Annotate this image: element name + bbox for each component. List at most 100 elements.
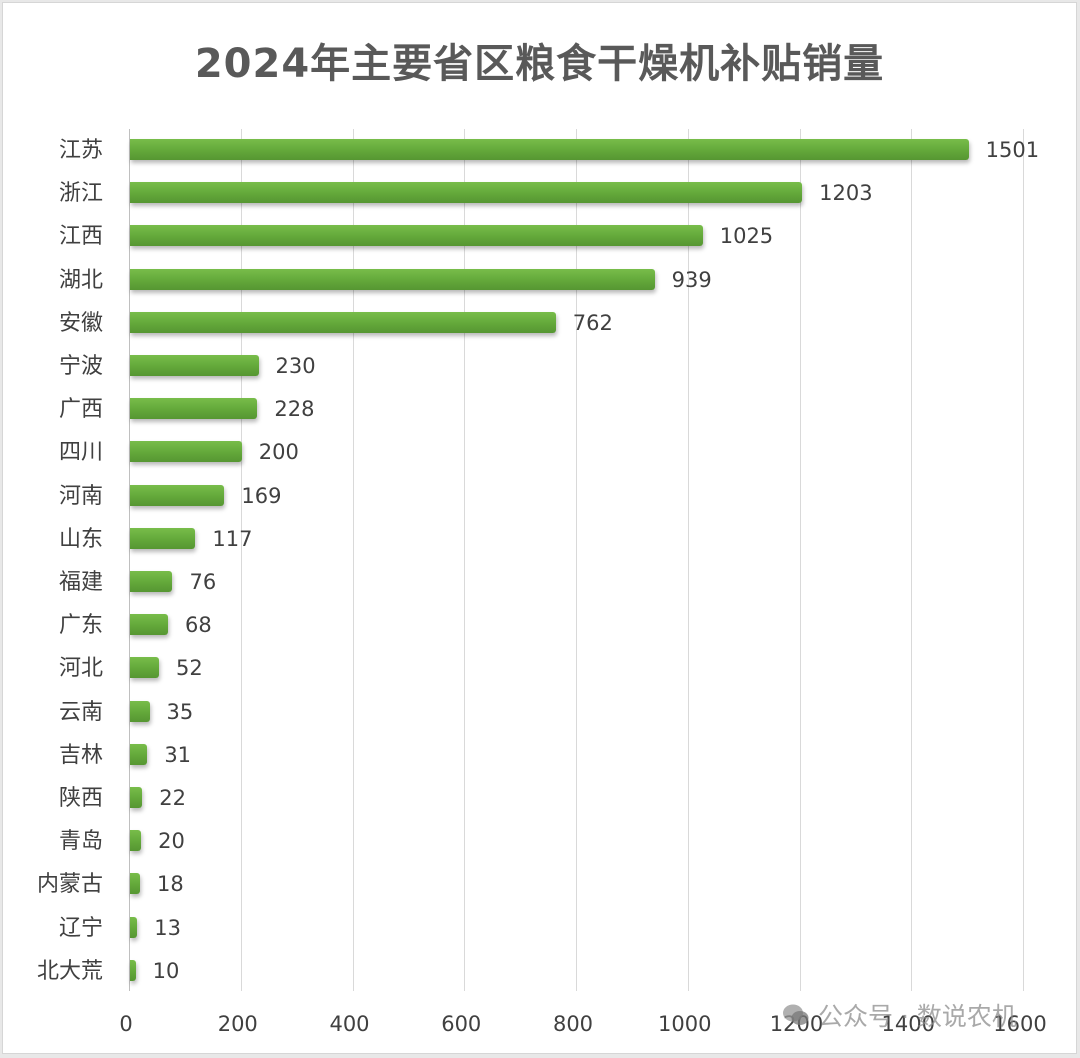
bar-row: 河北 52 xyxy=(59,647,1023,690)
bar-row: 浙江 1203 xyxy=(59,172,1023,215)
bar xyxy=(130,311,556,333)
gridline xyxy=(1023,129,1024,991)
x-tick-label: 1000 xyxy=(658,1012,712,1036)
bar-row: 吉林 31 xyxy=(59,734,1023,777)
data-label: 68 xyxy=(184,613,212,638)
bar-row: 安徽 762 xyxy=(59,302,1023,345)
x-tick-label: 400 xyxy=(329,1012,370,1036)
x-tick-label: 600 xyxy=(441,1012,482,1036)
x-tick-label: 0 xyxy=(119,1012,133,1036)
data-label: 52 xyxy=(176,656,203,681)
gridline xyxy=(129,129,130,991)
bar xyxy=(130,830,142,852)
bar-row: 河南 169 xyxy=(59,475,1023,518)
data-label: 200 xyxy=(258,440,299,465)
bar xyxy=(130,700,150,722)
category-label: 河南 xyxy=(58,483,103,509)
bar xyxy=(130,484,225,506)
bar xyxy=(130,441,242,463)
bar-row: 北大荒 10 xyxy=(37,950,1023,993)
data-label: 76 xyxy=(189,570,217,594)
category-label: 湖北 xyxy=(58,267,103,293)
data-label: 31 xyxy=(164,742,192,767)
category-label: 北大荒 xyxy=(36,958,103,984)
category-label: 安徽 xyxy=(58,310,103,336)
bar-row: 四川 200 xyxy=(59,431,1023,474)
bar xyxy=(130,527,196,549)
bar-row: 山东 117 xyxy=(59,518,1023,561)
wechat-icon xyxy=(782,1003,810,1027)
bar xyxy=(130,743,148,765)
bar xyxy=(130,355,259,376)
category-label: 内蒙古 xyxy=(36,872,103,898)
data-label: 35 xyxy=(166,699,194,724)
category-label: 宁波 xyxy=(58,354,103,379)
gridline xyxy=(799,129,801,991)
bar-row: 内蒙古 18 xyxy=(37,863,1023,906)
data-label: 230 xyxy=(275,354,316,378)
category-label: 四川 xyxy=(58,440,103,466)
category-label: 江苏 xyxy=(58,138,103,163)
category-label: 江西 xyxy=(58,224,103,250)
bar xyxy=(130,398,258,420)
bar xyxy=(130,873,141,895)
bar xyxy=(130,139,969,160)
gridline xyxy=(576,129,577,991)
category-label: 河北 xyxy=(58,656,103,682)
chart-title: 2024年主要省区粮食干燥机补贴销量 xyxy=(194,41,885,87)
gridline xyxy=(240,129,242,991)
gridline xyxy=(911,129,913,991)
bar xyxy=(130,225,703,247)
bar-row: 辽宁 13 xyxy=(59,907,1023,950)
bar-row: 广东 68 xyxy=(59,604,1023,647)
gridline xyxy=(687,129,689,991)
bar xyxy=(130,657,160,679)
category-label: 广西 xyxy=(58,397,103,423)
bar xyxy=(130,614,168,636)
watermark-text: 公众号 · 数说农机 xyxy=(818,1002,1017,1031)
bar-row: 江西 1025 xyxy=(59,215,1023,258)
data-label: 22 xyxy=(159,786,187,810)
data-label: 10 xyxy=(152,958,180,983)
data-label: 1203 xyxy=(819,181,873,206)
bar xyxy=(130,571,173,592)
category-label: 吉林 xyxy=(58,742,103,768)
data-label: 1501 xyxy=(985,138,1040,162)
bar xyxy=(130,787,143,808)
x-tick-label: 1600 xyxy=(993,1012,1047,1036)
bar xyxy=(130,182,803,204)
bar-row: 青岛 20 xyxy=(59,820,1023,863)
data-label: 762 xyxy=(572,310,613,335)
category-label: 云南 xyxy=(58,699,103,725)
category-label: 山东 xyxy=(58,526,103,552)
bar-row: 江苏 1501 xyxy=(59,129,1039,172)
x-tick-label: 800 xyxy=(552,1012,594,1036)
x-tick-label: 1400 xyxy=(881,1012,935,1036)
watermark: 公众号 · 数说农机 xyxy=(782,998,1017,1032)
data-label: 18 xyxy=(157,872,184,897)
bar-row: 陕西 22 xyxy=(59,777,1023,820)
category-label: 陕西 xyxy=(58,786,103,811)
data-label: 117 xyxy=(212,526,253,551)
category-label: 青岛 xyxy=(58,829,103,855)
x-tick-label: 200 xyxy=(217,1012,258,1036)
bar-row: 云南 35 xyxy=(59,691,1023,734)
category-label: 浙江 xyxy=(58,181,103,207)
bar-row: 广西 228 xyxy=(59,388,1023,431)
bar-row: 福建 76 xyxy=(59,561,1023,604)
category-label: 辽宁 xyxy=(58,915,103,941)
bar-row: 湖北 939 xyxy=(59,259,1023,302)
plot-area: 江苏 1501 浙江 1203 江西 1025 湖北 939 安徽 762 宁波 230 广西 228 四川… xyxy=(37,129,1039,993)
data-label: 228 xyxy=(274,397,315,422)
data-label: 169 xyxy=(241,483,282,508)
data-label: 20 xyxy=(158,829,185,854)
bar xyxy=(130,959,136,981)
bar xyxy=(130,916,138,938)
gridline xyxy=(464,129,466,991)
data-label: 13 xyxy=(154,915,181,940)
gridline xyxy=(352,129,354,991)
bar xyxy=(130,268,655,290)
data-label: 939 xyxy=(671,267,712,292)
data-label: 1025 xyxy=(719,224,774,249)
